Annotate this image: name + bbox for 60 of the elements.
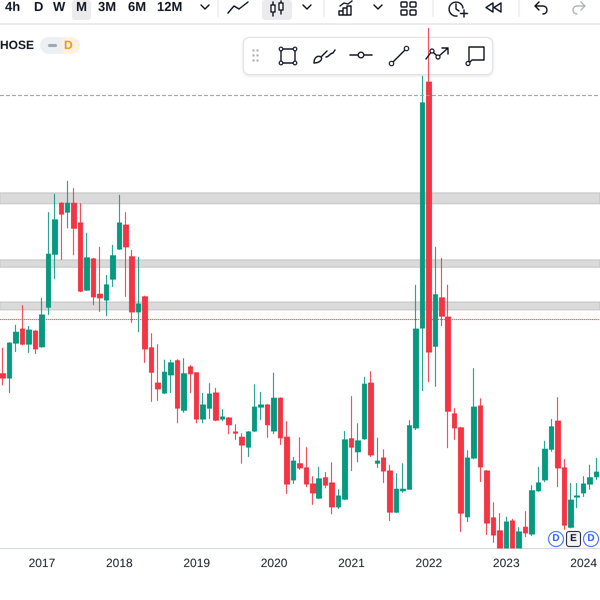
candlestick [233, 424, 238, 440]
candlestick [504, 516, 509, 548]
candlestick [84, 232, 90, 292]
candlestick [594, 458, 599, 480]
candlestick [265, 403, 270, 438]
candlestick [316, 466, 322, 500]
candlestick [362, 376, 367, 440]
x-tick-label: 2020 [260, 556, 288, 570]
annotation: D [64, 38, 73, 52]
candlestick [26, 325, 32, 354]
candlestick [433, 246, 438, 388]
x-tick-label: 2019 [183, 556, 210, 570]
candlestick [574, 482, 580, 508]
candlestick [104, 274, 109, 317]
candlestick [155, 344, 161, 402]
candlestick [123, 212, 129, 298]
text: D [34, 0, 44, 14]
candlestick [355, 422, 361, 463]
candlestick [516, 526, 522, 548]
annotation: E [566, 531, 581, 547]
candlestick [220, 408, 225, 422]
x-tick-label: 2021 [338, 556, 366, 570]
candlestick [368, 370, 374, 458]
candlestick [510, 518, 515, 548]
candlestick [59, 202, 64, 260]
text: 6M [128, 0, 146, 14]
text: 4h [5, 0, 20, 14]
candlestick [271, 372, 277, 435]
annotation: D [548, 531, 564, 547]
candlestick [181, 358, 187, 414]
text: 12M [157, 0, 182, 14]
x-tick-label: 2018 [106, 556, 133, 570]
candlestick [349, 396, 354, 472]
x-tick-label: 2022 [416, 556, 443, 570]
candlestick [420, 75, 425, 392]
candlestick [65, 180, 70, 229]
candlestick [136, 256, 141, 333]
candlestick [523, 510, 528, 538]
annotation: D [583, 531, 599, 547]
candlestick [568, 482, 574, 529]
candlestick [33, 330, 38, 355]
candlestick [239, 432, 245, 464]
text: W [53, 0, 66, 14]
candlestick [117, 194, 122, 251]
candlestick [375, 437, 380, 468]
candlestick [39, 297, 45, 348]
x-tick-label: 2023 [492, 556, 520, 570]
candlestick [213, 387, 219, 422]
candlestick [246, 430, 251, 458]
x-tick-label: 2017 [28, 556, 56, 570]
candlestick [291, 456, 296, 485]
x-tick-label: 2024 [570, 556, 598, 570]
candlestick [226, 416, 232, 435]
text: M [72, 0, 91, 20]
candlestick [110, 244, 116, 288]
candlestick [175, 358, 180, 424]
text: 3M [98, 0, 116, 14]
annotation: HOSE [0, 38, 34, 52]
candlestick [478, 398, 483, 482]
candlestick [0, 347, 6, 386]
